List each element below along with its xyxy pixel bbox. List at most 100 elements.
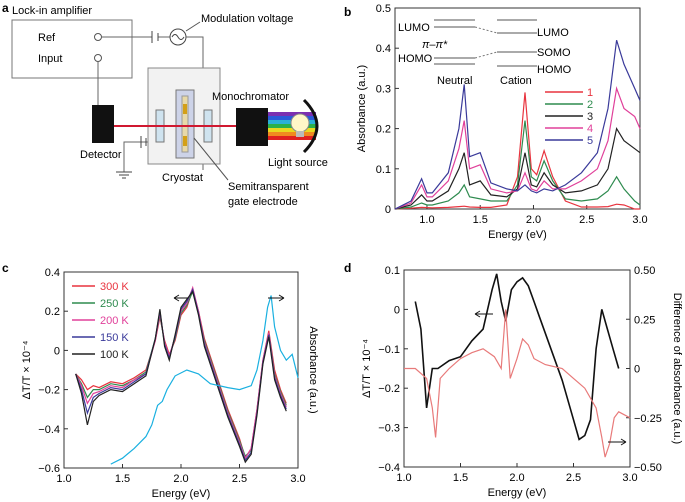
x-axis-label-c: Energy (eV) (152, 488, 211, 500)
y-right-axis-label-d: Difference of absorbance (a.u.) (671, 293, 683, 444)
inset-somo: SOMO (537, 47, 571, 59)
inset-lumo-right: LUMO (537, 27, 569, 39)
x-tick-label-b: 2.5 (579, 214, 594, 226)
x-tick-label-d: 1.5 (453, 472, 468, 484)
y-tick-label-d: −0.4 (378, 462, 400, 474)
inset-pi-pi: π–π* (422, 39, 448, 51)
gate-electrode-bottom (183, 136, 187, 146)
series-line-b-4 (394, 40, 641, 210)
y-tick-label-b: 0 (385, 204, 391, 216)
legend-label-c: 100 K (100, 349, 129, 361)
modulation-label: Modulation voltage (201, 13, 293, 25)
x-tick-label-c: 3.0 (290, 473, 305, 485)
y-tick-label-c: 0 (54, 345, 60, 357)
modulation-pointer (185, 21, 201, 32)
y-tick-label-c: −0.4 (38, 424, 60, 436)
y-tick-label-b: 0.1 (376, 164, 391, 176)
y-axis-label-b: Absorbance (a.u.) (356, 65, 368, 152)
lockin-title: Lock-in amplifier (12, 5, 92, 17)
monochromator-label: Monochromator (212, 91, 289, 103)
y-right-tick-label-d: 0.25 (634, 314, 655, 326)
series-line-b-1 (394, 120, 641, 210)
y-tick-label-d: 0 (394, 304, 400, 316)
gate-electrode-top (183, 104, 187, 114)
y-tick-label-d: 0.1 (385, 265, 400, 277)
legend-label-c: 150 K (100, 332, 129, 344)
inset-lumo-left: LUMO (398, 22, 430, 34)
input-label: Input (38, 53, 62, 65)
x-tick-label-c: 1.5 (115, 473, 130, 485)
light-source-label: Light source (268, 157, 328, 169)
y-tick-label-d: −0.2 (378, 383, 400, 395)
cryostat-label: Cryostat (162, 172, 203, 184)
chart-d: 1.0 1.5 2.0 2.5 3.0 −0.4 −0.3 −0.2 −0.1 0 0.1 Energ… (361, 265, 683, 499)
gate-label-1: Semitransparent (228, 181, 309, 193)
inset-dotted-connectors (474, 26, 498, 59)
x-tick-label-b: 1.5 (473, 214, 488, 226)
y-right-tick-label-d: −0.25 (634, 413, 662, 425)
inset-cation: Cation (500, 75, 532, 87)
y-right-tick-label-d: −0.50 (634, 462, 662, 474)
x-axis-label-d: Energy (eV) (488, 487, 547, 499)
inset-homo-left: HOMO (398, 53, 433, 65)
x-tick-label-c: 2.5 (232, 473, 247, 485)
x-tick-label-d: 3.0 (622, 472, 637, 484)
monochromator (236, 108, 268, 146)
series-line-d-1 (404, 309, 631, 458)
x-tick-label-d: 1.0 (396, 472, 411, 484)
y-tick-label-b: 0.3 (376, 83, 391, 95)
legend-label-b: 2 (587, 99, 593, 111)
y-tick-label-c: −0.2 (38, 385, 60, 397)
series-line-c-4 (75, 290, 287, 464)
y-right-tick-label-d: 0.50 (634, 265, 655, 277)
bulb-base (296, 131, 304, 137)
light-bulb-icon (290, 113, 310, 133)
x-tick-label-d: 2.5 (566, 472, 581, 484)
y-tick-label-c: 0.4 (45, 267, 60, 279)
y-right-tick-label-d: 0 (634, 364, 640, 376)
legend-label-c: 300 K (100, 281, 129, 293)
x-tick-label-d: 2.0 (509, 472, 524, 484)
gate-label-2: gate electrode (228, 196, 298, 208)
series-line-b-2 (394, 127, 641, 210)
sample-substrate (181, 95, 189, 153)
legend-label-b: 1 (587, 87, 593, 99)
series-line-c-5 (110, 295, 299, 465)
x-axis-label-b: Energy (eV) (488, 229, 547, 241)
series-line-b-3 (394, 86, 641, 210)
y-axis-label-c: ΔT/T × 10⁻⁴ (21, 340, 33, 399)
x-tick-label-b: 1.0 (419, 214, 434, 226)
ac-wave-icon (171, 34, 185, 40)
y-tick-label-c: 0.2 (45, 306, 60, 318)
detector-label: Detector (80, 149, 122, 161)
ref-label: Ref (38, 32, 56, 44)
input-port (94, 54, 102, 62)
x-tick-label-b: 2.0 (526, 214, 541, 226)
y-tick-label-b: 0.4 (376, 43, 391, 55)
lockin-box (11, 19, 133, 79)
legend-label-b: 4 (587, 123, 593, 135)
series-line-d-0 (414, 273, 620, 441)
chart-b: 1.0 1.5 2.0 2.5 3.0 0 0.1 0.2 0.3 0.4 0.5 Energy (e… (356, 3, 648, 241)
left-axis-arrow-c (173, 294, 188, 302)
panel-label-d: d (344, 261, 351, 275)
series-line-b-0 (394, 92, 640, 210)
ref-port (94, 33, 102, 41)
panel-label-c: c (2, 261, 9, 275)
inset-homo-right: HOMO (537, 64, 572, 76)
x-tick-label-c: 2.0 (173, 473, 188, 485)
charts-layer: 1.0 1.5 2.0 2.5 3.0 0 0.1 0.2 0.3 0.4 0.5 Energy (e… (21, 3, 683, 500)
y-tick-label-c: −0.6 (38, 463, 60, 475)
legend-label-b: 3 (587, 111, 593, 123)
inset-neutral: Neutral (437, 75, 472, 87)
x-tick-label-b: 3.0 (632, 214, 647, 226)
right-axis-arrow-d (608, 438, 627, 446)
plot-frame-b (394, 7, 641, 210)
panel-b-inset: LUMO π–π* HOMO Neutral LUMO SOMO HOMO Ca… (398, 19, 572, 87)
legend-label-b: 5 (587, 135, 593, 147)
y-right-axis-label-c: Absorbance (a.u.) (307, 326, 319, 413)
x-tick-label-c: 1.0 (56, 473, 71, 485)
gate-pointer (193, 137, 229, 181)
chart-c: 1.0 1.5 2.0 2.5 3.0 −0.6 −0.4 −0.2 0 0.2 0.4 Energy… (21, 267, 319, 500)
